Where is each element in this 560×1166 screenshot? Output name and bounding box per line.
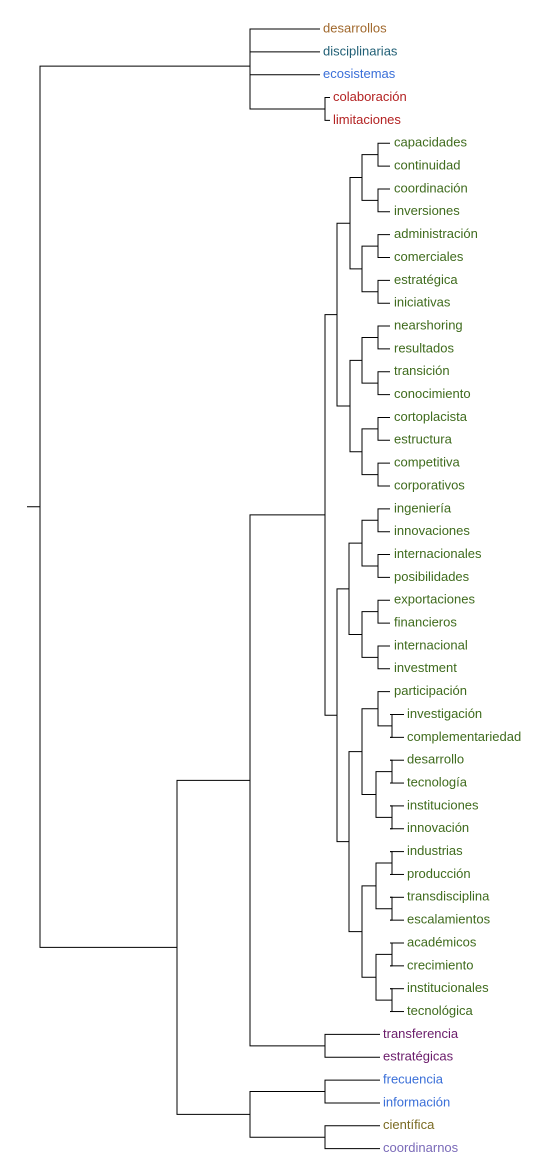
leaf-label-11: estratégica [394, 272, 458, 287]
leaf-label-23: internacionales [394, 546, 482, 561]
leaf-label-33: tecnología [407, 774, 468, 789]
leaf-label-32: desarrollo [407, 752, 464, 767]
leaf-label-3: colaboración [333, 89, 407, 104]
leaf-label-21: ingeniería [394, 500, 452, 515]
leaf-label-17: cortoplacista [394, 409, 468, 424]
dendrogram-link-1 [249, 28, 320, 53]
dendrogram-link-22 [361, 519, 378, 567]
leaf-label-41: crecimiento [407, 957, 473, 972]
leaf-label-47: información [383, 1094, 450, 1109]
leaf-label-44: transferencia [383, 1026, 459, 1041]
dendrogram-link-17 [361, 428, 378, 476]
dendrogram-link-46 [324, 1125, 380, 1150]
dendrogram-link-43 [324, 1033, 380, 1058]
dendrogram-link-40 [348, 751, 362, 933]
leaf-label-0: desarrollos [323, 20, 387, 35]
leaf-label-31: complementariedad [407, 729, 521, 744]
dendrogram-labels: desarrollos disciplinarias ecosistemas cola… [323, 20, 521, 1155]
dendrogram-link-11 [349, 177, 362, 270]
dendrogram-link-24 [377, 645, 390, 670]
dendrogram-links [27, 28, 404, 1150]
dendrogram-link-26 [348, 542, 362, 636]
dendrogram-link-9 [377, 279, 390, 304]
dendrogram-link-25 [361, 611, 378, 658]
dendrogram-link-38 [375, 953, 392, 1001]
leaf-label-38: transdisciplina [407, 889, 490, 904]
dendrogram-link-42 [324, 314, 337, 716]
leaf-label-42: institucionales [407, 980, 489, 995]
leaf-label-24: posibilidades [394, 569, 470, 584]
dendrogram-link-31 [375, 771, 392, 818]
leaf-label-29: participación [394, 683, 467, 698]
dendrogram-link-3 [249, 74, 325, 110]
dendrogram-link-35 [375, 862, 392, 910]
leaf-label-43: tecnológica [407, 1003, 474, 1018]
leaf-label-15: transición [394, 363, 450, 378]
leaf-label-5: capacidades [394, 135, 467, 150]
dendrogram-link-39 [361, 885, 376, 978]
dendrogram-link-21 [377, 554, 390, 578]
leaf-label-18: estructura [394, 432, 453, 447]
dendrogram-link-45 [324, 1079, 380, 1104]
dendrogram-link-16 [377, 462, 390, 487]
leaf-label-9: administración [394, 226, 478, 241]
dendrogram-link-6 [377, 188, 390, 213]
dendrogram-link-14 [361, 336, 378, 384]
leaf-label-49: coordinarnos [383, 1140, 459, 1155]
leaf-label-8: inversiones [394, 203, 460, 218]
dendrogram-link-19 [336, 222, 350, 407]
dendrogram-link-8 [377, 234, 390, 258]
leaf-label-25: exportaciones [394, 592, 475, 607]
dendrogram-link-2 [324, 97, 330, 121]
leaf-label-36: industrias [407, 843, 463, 858]
dendrogram-link-28 [377, 691, 392, 727]
dendrogram-link-23 [377, 599, 390, 624]
leaf-label-26: financieros [394, 615, 457, 630]
leaf-label-2: ecosistemas [323, 66, 396, 81]
dendrogram-link-12 [377, 325, 390, 350]
leaf-label-13: nearshoring [394, 317, 463, 332]
leaf-label-30: investigación [407, 706, 482, 721]
dendrogram-link-15 [377, 416, 390, 441]
dendrogram-link-7 [361, 154, 378, 201]
leaf-label-6: continuidad [394, 158, 461, 173]
leaf-label-39: escalamientos [407, 912, 491, 927]
leaf-label-35: innovación [407, 820, 469, 835]
dendrogram-link-47 [249, 1091, 325, 1138]
leaf-label-14: resultados [394, 340, 454, 355]
leaf-label-19: competitiva [394, 455, 461, 470]
leaf-label-10: comerciales [394, 249, 464, 264]
leaf-label-48: científica [383, 1117, 435, 1132]
leaf-label-28: investment [394, 660, 457, 675]
leaf-label-27: internacional [394, 637, 468, 652]
dendrogram-link-41 [336, 588, 349, 843]
leaf-label-45: estratégicas [383, 1049, 454, 1064]
dendrogram-link-20 [377, 508, 390, 533]
leaf-label-20: corporativos [394, 477, 465, 492]
dendrogram-link-13 [377, 371, 390, 396]
leaf-label-22: innovaciones [394, 523, 470, 538]
leaf-label-37: producción [407, 866, 471, 881]
dendrogram-link-5 [377, 142, 390, 167]
leaf-label-40: académicos [407, 934, 477, 949]
dendrogram-link-48 [176, 779, 250, 1115]
leaf-label-1: disciplinarias [323, 43, 398, 58]
dendrogram-link-49 [39, 65, 250, 948]
dendrogram-link-18 [349, 359, 362, 453]
leaf-label-16: conocimiento [394, 386, 471, 401]
leaf-label-7: coordinación [394, 180, 468, 195]
leaf-label-4: limitaciones [333, 112, 401, 127]
leaf-label-46: frecuencia [383, 1072, 444, 1087]
dendrogram-link-44 [249, 514, 325, 1047]
leaf-label-34: instituciones [407, 797, 479, 812]
dendrogram-link-10 [361, 245, 378, 293]
leaf-label-12: iniciativas [394, 295, 451, 310]
